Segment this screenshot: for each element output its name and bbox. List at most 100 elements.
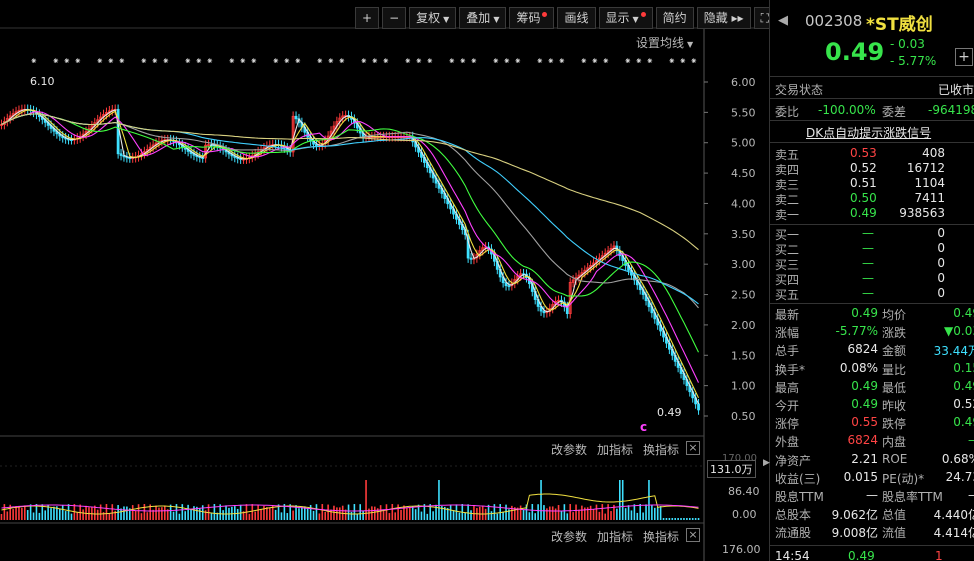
tick-volume: 1 [935,549,943,561]
simple-mode-button[interactable]: 简约 [655,7,694,29]
signal-mark: ⁕ [162,57,170,67]
last-price: 0.49 [825,38,885,66]
volume-ma-line [1,493,699,515]
stat-row: 净资产 2.21 ROE 0.68% [770,452,974,468]
stat-label: 总股本 [775,508,812,523]
candle-body [294,115,298,120]
add-indicator-button[interactable]: 加指标 [597,443,634,457]
price-tick-label: 4.00 [731,197,756,210]
ma-line-10 [1,111,699,383]
price-tick-label: 5.50 [731,106,756,119]
stat-value: 6824 [847,342,878,357]
c-signal-marker: c [640,420,648,434]
high-price-marker: 6.10 [30,75,55,88]
ask-label: 卖五 [775,148,800,162]
bid-label: 买一 [775,228,800,242]
stat-value: 0.49 [851,378,878,393]
candle-body [469,257,473,260]
ask-label: 卖一 [775,208,800,222]
close-indicator-icon-2[interactable]: × [686,528,700,542]
stat-row: 外盘 6824 内盘 — [770,433,974,449]
signal-mark: ⁕ [74,57,82,67]
ask-row[interactable]: 卖五 0.53 408 [770,146,974,162]
bid-row[interactable]: 买三 — 0 [770,256,974,272]
stat-value: — [866,488,878,502]
double-chevron-icon: ▸▸ [731,11,744,25]
volume-bars [0,480,700,520]
ma-settings-link[interactable]: 设置均线 ▼ [636,36,694,50]
indicator-toolbar-2: 改参数 加指标 换指标 [551,528,679,545]
display-button[interactable]: 显示 ▼ [598,7,653,29]
switch-indicator-button[interactable]: 换指标 [643,443,680,457]
signal-mark: ⁕ [206,57,214,67]
signal-mark: ⁕ [239,57,247,67]
signal-mark: ⁕ [107,57,115,67]
ask-label: 卖三 [775,178,800,192]
stat-label-2: 流值 [882,526,907,541]
stat-label-2: 跌停 [882,417,907,432]
zoom-in-button[interactable]: + [355,7,380,29]
signal-mark: ⁕ [690,57,698,67]
ask-row[interactable]: 卖四 0.52 16712 [770,161,974,177]
bid-volume: 0 [937,256,945,270]
signal-mark: ⁕ [558,57,566,67]
stat-value: -5.77% [835,324,878,339]
signal-mark: ⁕ [635,57,643,67]
candle-body [0,124,3,126]
ask-row[interactable]: 卖二 0.50 7411 [770,191,974,207]
add-watchlist-button[interactable]: + [955,48,973,66]
signal-mark: ⁕ [448,57,456,67]
zoom-out-button[interactable]: − [382,7,407,29]
add-indicator-button-2[interactable]: 加指标 [597,530,634,544]
stock-code: 002308 [805,12,863,30]
overlay-button[interactable]: 叠加 ▼ [459,7,507,29]
signal-mark: ⁕ [184,57,192,67]
ask-row[interactable]: 卖一 0.49 938563 [770,206,974,222]
stat-label-2: 总值 [882,508,907,523]
weicha-value: -964198 [928,103,974,117]
signal-mark: ⁕ [470,57,478,67]
stat-label: 今开 [775,399,800,413]
bid-row[interactable]: 买二 — 0 [770,241,974,257]
draw-line-button[interactable]: 画线 [557,7,596,29]
stock-name: *ST威创 [866,15,933,35]
bid-price: — [862,256,874,270]
fuquan-button[interactable]: 复权 ▼ [409,7,457,29]
stat-row: 今开 0.49 昨收 0.52 [770,397,974,413]
stat-value-2: 4.440亿 [933,508,974,523]
bid-row[interactable]: 买四 — 0 [770,271,974,287]
signal-mark: ⁕ [492,57,500,67]
stat-label-2: 内盘 [882,435,907,450]
bid-label: 买三 [775,258,800,272]
hide-button[interactable]: 隐藏 ▸▸ [696,7,751,29]
chips-button[interactable]: 筹码 [509,7,555,29]
signal-dots-row: ⁕ ⁕ ⁕ ⁕ ⁕ ⁕ ⁕ ⁕ ⁕ ⁕ ⁕ ⁕ ⁕ ⁕ ⁕ ⁕ ⁕ ⁕ ⁕ ⁕ ⁕ ⁕ ⁕ ⁕ ⁕ ⁕ ⁕ ⁕ ⁕ ⁕ ⁕ ⁕ ⁕ ⁕ ⁕ ⁕ ⁕ ⁕ ⁕ ⁕… [30,57,698,67]
signal-mark: ⁕ [360,57,368,67]
candle-body [504,282,508,287]
close-indicator-icon[interactable]: × [686,441,700,455]
bid-row[interactable]: 买一 — 0 [770,226,974,242]
trade-status-label: 交易状态 [775,83,824,97]
panel-splitter-icon[interactable]: ▶ [763,458,770,468]
bid-row[interactable]: 买五 — 0 [770,286,974,302]
ask-row[interactable]: 卖三 0.51 1104 [770,176,974,192]
dk-signal-link[interactable]: DK点自动提示涨跌信号 [806,126,932,140]
prev-stock-icon[interactable]: ◀ [778,13,788,28]
change-params-button-2[interactable]: 改参数 [551,530,588,544]
stat-value-2: 0.49 [953,415,974,430]
change-params-button[interactable]: 改参数 [551,443,588,457]
signal-mark: ⁕ [547,57,555,67]
signal-mark: ⁕ [514,57,522,67]
ask-volume: 408 [922,146,945,160]
candle-body [571,279,575,283]
bid-volume: 0 [937,241,945,255]
switch-indicator-button-2[interactable]: 换指标 [643,530,680,544]
stat-label-2: 均价 [882,308,907,322]
kline-chart[interactable]: ⁕ ⁕ ⁕ ⁕ ⁕ ⁕ ⁕ ⁕ ⁕ ⁕ ⁕ ⁕ ⁕ ⁕ ⁕ ⁕ ⁕ ⁕ ⁕ ⁕ ⁕ ⁕ ⁕ ⁕ ⁕ ⁕ ⁕ ⁕ ⁕ ⁕ ⁕ ⁕ ⁕ ⁕ ⁕ ⁕ ⁕ ⁕ ⁕ ⁕… [0,0,766,561]
stat-label: 涨幅 [775,326,800,341]
signal-mark: ⁕ [679,57,687,67]
stat-label-2: PE(动)* [882,471,925,486]
stat-label: 外盘 [775,435,800,450]
bid-label: 买五 [775,288,800,302]
